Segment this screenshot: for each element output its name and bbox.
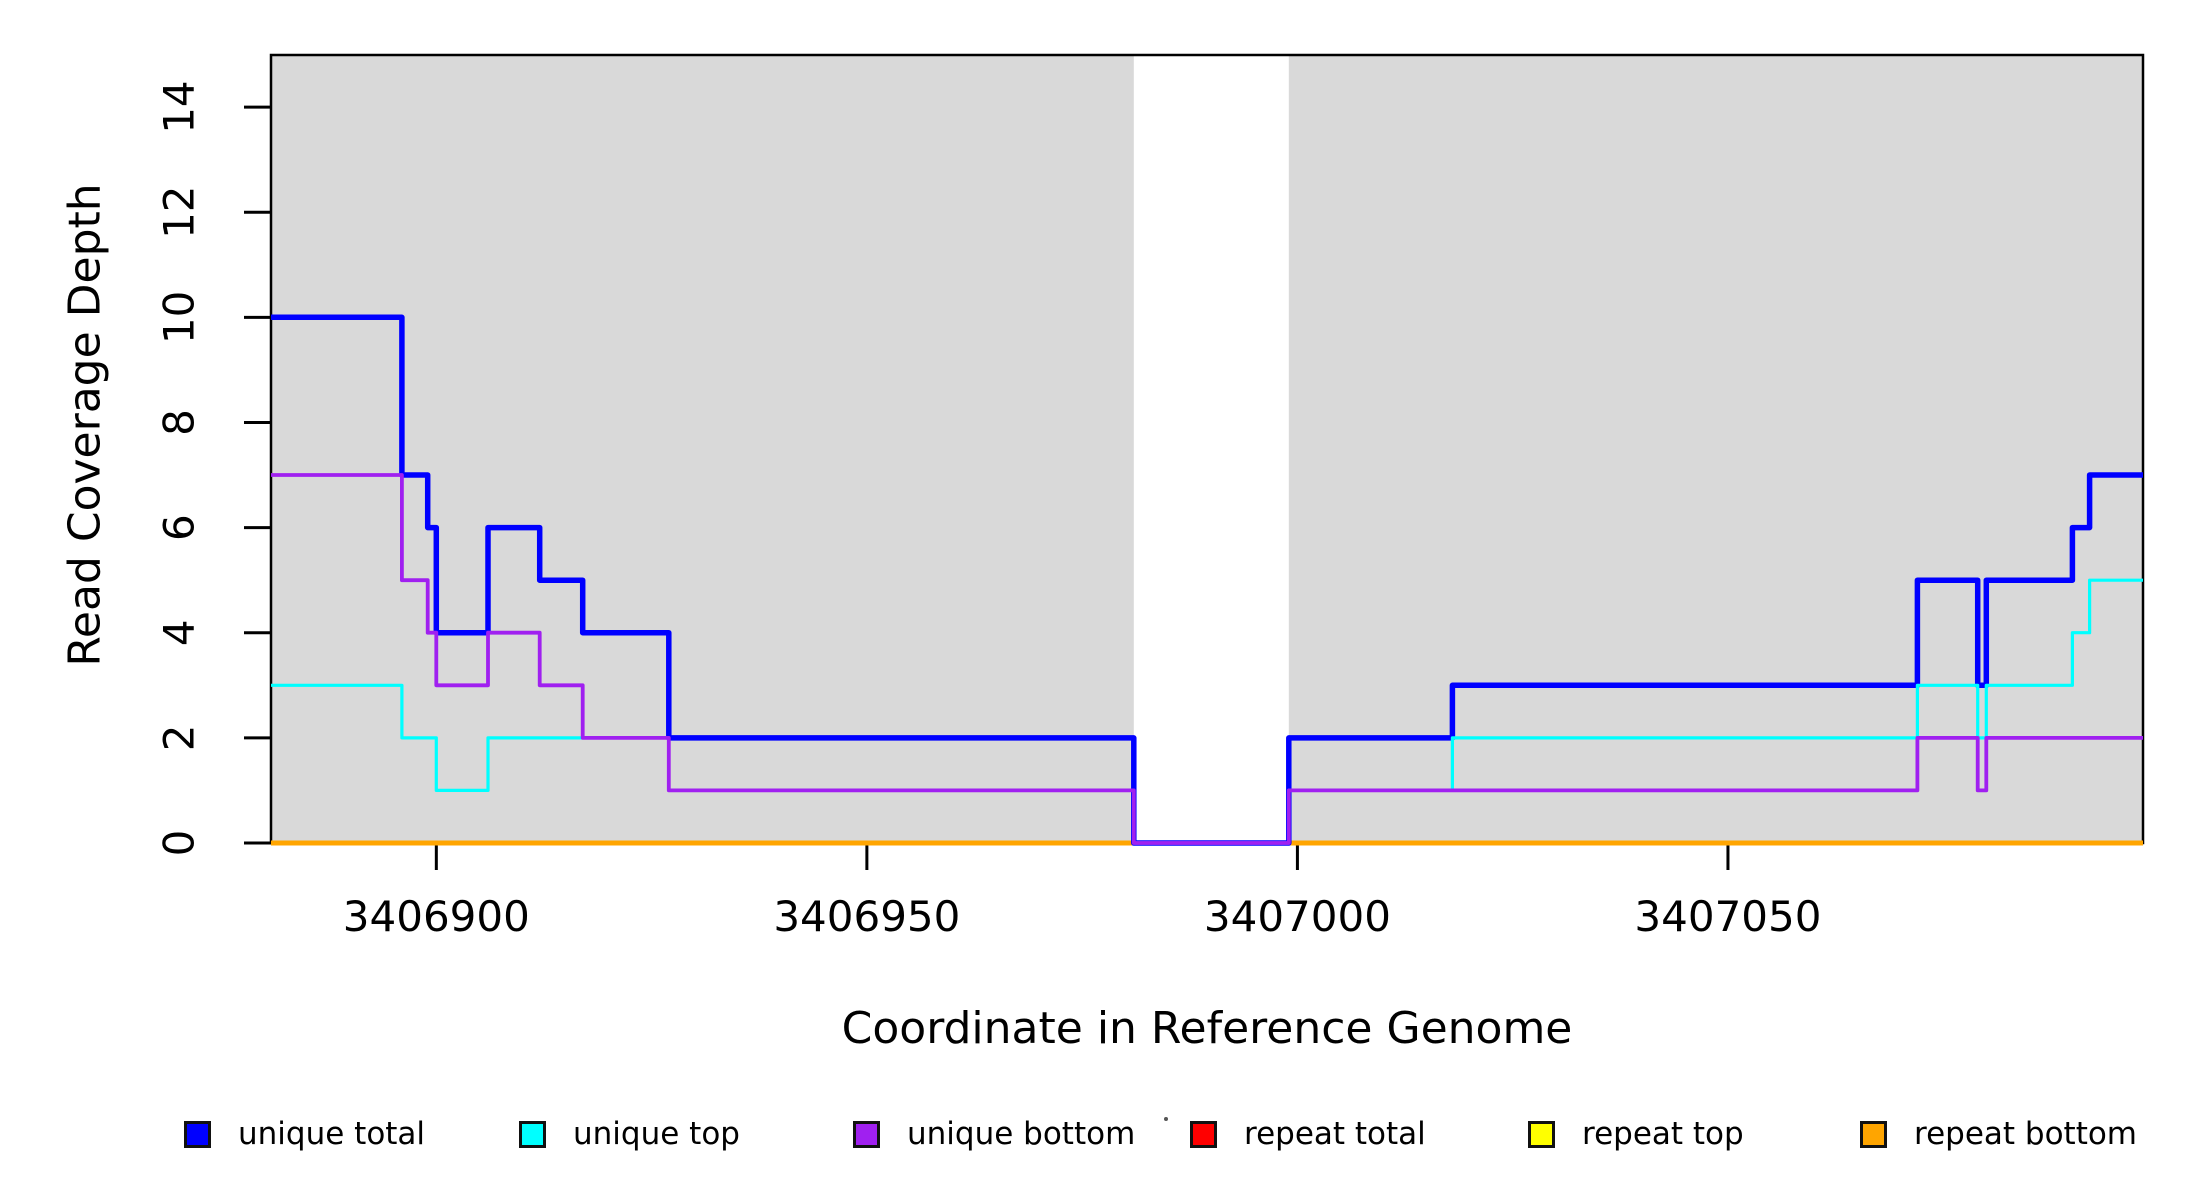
y-tick-label-4: 8	[155, 409, 204, 436]
x-tick-label-1: 3406950	[773, 892, 960, 941]
y-tick-label-6: 12	[155, 185, 204, 238]
y-tick-label-2: 4	[155, 619, 204, 646]
covered-region-1	[1288, 55, 2143, 843]
y-axis-title: Read Coverage Depth	[59, 183, 111, 667]
x-tick-label-0: 3406900	[343, 892, 530, 941]
y-tick-label-0: 0	[155, 830, 204, 857]
y-tick-label-5: 10	[155, 291, 204, 344]
x-axis-title: Coordinate in Reference Genome	[841, 1003, 1573, 1054]
y-tick-label-1: 2	[155, 724, 204, 751]
y-tick-label-7: 14	[155, 80, 204, 133]
covered-region-0	[271, 55, 1134, 843]
x-tick-label-2: 3407000	[1204, 892, 1391, 941]
series-line-unique-bottom	[271, 473, 2143, 845]
stray-dot-artifact	[1164, 1117, 1168, 1121]
y-tick-label-3: 6	[155, 514, 204, 541]
x-tick-label-3: 3407050	[1634, 892, 1821, 941]
